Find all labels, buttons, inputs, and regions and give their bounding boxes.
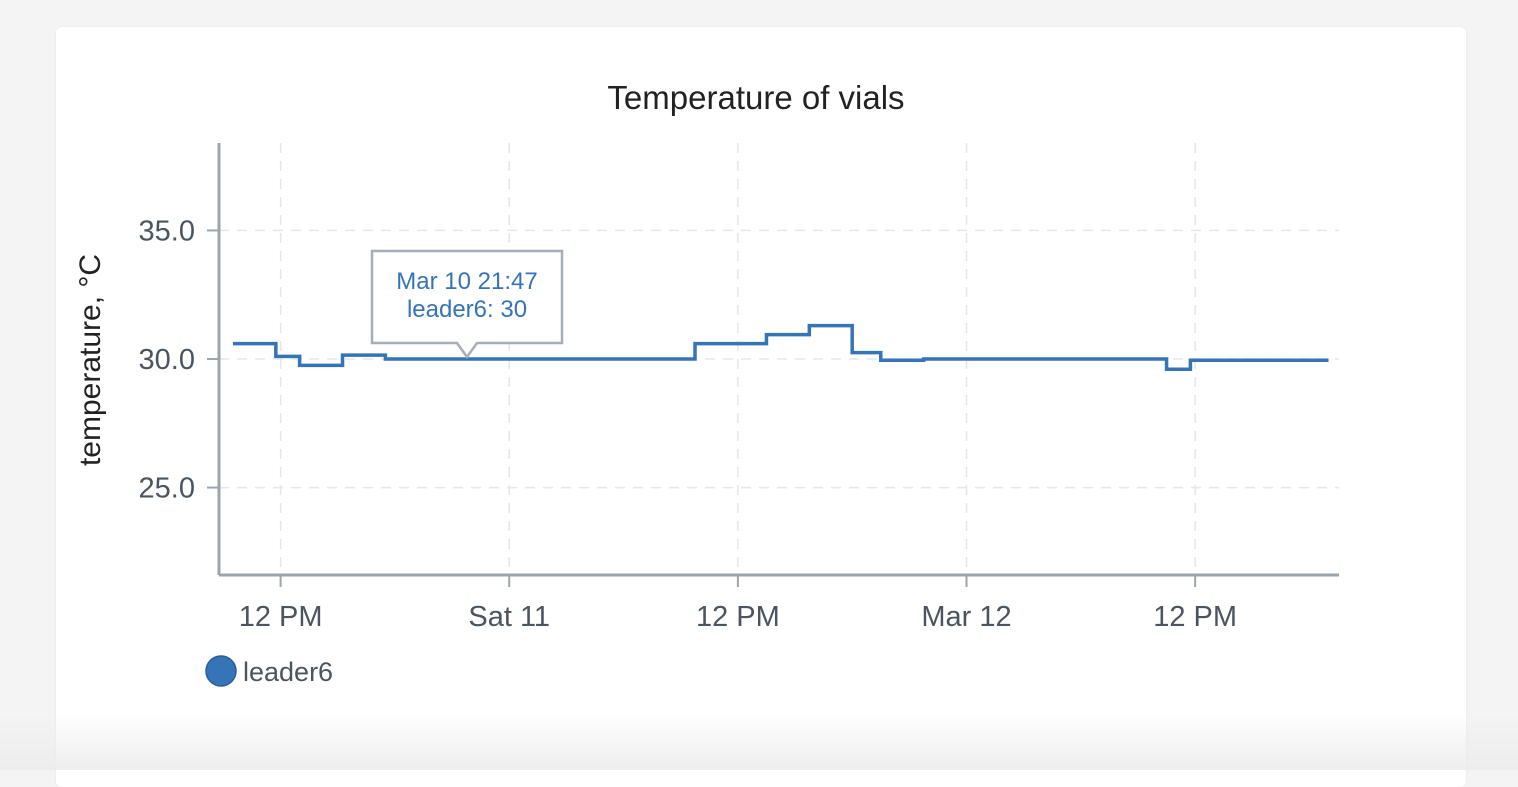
x-tick-label: 12 PM bbox=[1153, 601, 1237, 633]
series-layer bbox=[232, 323, 1329, 372]
tick-labels: 25.0 30.0 35.0 12 PM Sat 11 12 PM Mar 12 12 PM bbox=[139, 215, 1238, 633]
y-tick-label: 35.0 bbox=[139, 215, 195, 247]
legend-label: leader6 bbox=[243, 657, 333, 687]
tooltip-line-2: leader6: 30 bbox=[407, 296, 527, 323]
series-line-leader6 bbox=[232, 323, 1329, 372]
tooltip-line-1: Mar 10 21:47 bbox=[396, 268, 537, 295]
legend[interactable]: leader6 bbox=[205, 655, 333, 687]
legend-marker bbox=[205, 655, 237, 687]
tooltip-box bbox=[370, 249, 564, 360]
x-tick-label: Sat 11 bbox=[468, 601, 550, 633]
y-tick-label: 25.0 bbox=[139, 473, 195, 505]
chart-canvas: Temperature of vials temperature, °C 25.… bbox=[74, 79, 1339, 687]
chart-card bbox=[56, 27, 1466, 787]
chart-title: Temperature of vials bbox=[607, 79, 904, 116]
x-tick-label: 12 PM bbox=[696, 601, 780, 633]
y-axis-label: temperature, °C bbox=[74, 254, 107, 466]
axes bbox=[207, 143, 1339, 587]
y-tick-label: 30.0 bbox=[139, 344, 195, 376]
x-tick-label: Mar 12 bbox=[921, 601, 1011, 633]
x-tick-label: 12 PM bbox=[239, 601, 323, 633]
